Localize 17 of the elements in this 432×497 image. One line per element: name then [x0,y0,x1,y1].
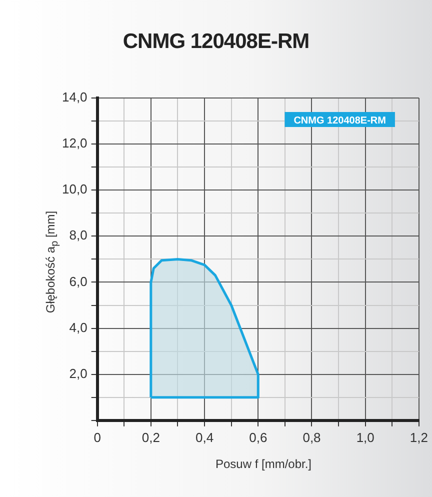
x-axis-title: Posuw f [mm/obr.] [214,457,313,471]
x-tick-label: 1,0 [356,430,374,445]
y-tick-label: 2,0 [69,366,88,381]
y-tick-label: 4,0 [69,320,88,335]
y-tick-label: 12,0 [62,136,88,151]
y-tick-label: 14,0 [62,90,88,105]
chart-title: CNMG 120408E-RM [122,30,310,54]
x-tick-label: 0,4 [195,430,214,445]
x-tick-label: 0,2 [142,430,160,445]
y-tick-label: 10,0 [62,182,88,197]
x-tick-label: 0 [94,430,101,445]
y-tick-label: 6,0 [69,274,88,289]
text: CNMG 120408E-RM [294,115,386,126]
x-tick-label: 1,2 [410,430,428,445]
x-tick-label: 0,8 [302,430,321,445]
x-tick-label: 0,6 [249,430,268,445]
y-tick-label: 8,0 [69,228,88,243]
